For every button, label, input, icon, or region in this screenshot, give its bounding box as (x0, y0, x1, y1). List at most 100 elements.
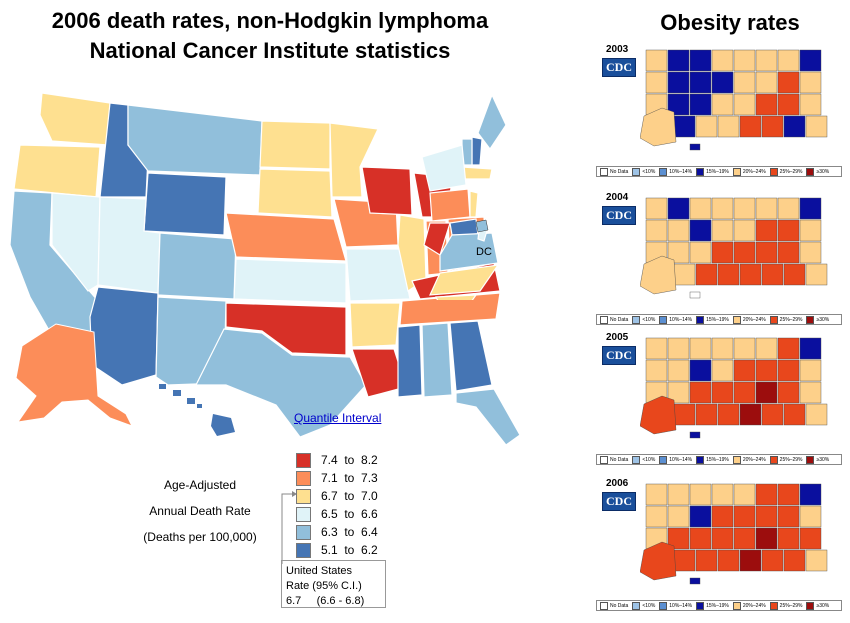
obesity-legend-swatch (769, 315, 778, 324)
obesity-state-cell (673, 115, 696, 138)
legend-label: 6.5 to 6.6 (321, 507, 378, 521)
obesity-legend-swatch (769, 455, 778, 464)
state-texas (195, 328, 367, 438)
obesity-state-cell (645, 71, 668, 94)
obesity-state-cell (667, 71, 690, 94)
obesity-legend-label: 10%–14% (669, 168, 693, 175)
obesity-panel-2006: 2006 CDC No Data <10% 10%–14% 15%–19% 20%–24% 2… (596, 476, 842, 612)
obesity-legend-label: <10% (642, 168, 656, 175)
obesity-legend-label: ≥30% (816, 168, 830, 175)
obesity-state-cell (777, 337, 800, 360)
obesity-state-cell (755, 241, 778, 264)
obesity-state-cell (733, 241, 756, 264)
obesity-legend-swatch (659, 315, 668, 324)
legend-row: 6.7 to 7.0 (296, 488, 378, 504)
obesity-panel-year: 2004 (606, 192, 629, 203)
obesity-state-cell (733, 483, 756, 506)
obesity-state-cell (805, 403, 828, 426)
obesity-legend-label: 10%–14% (669, 456, 693, 463)
obesity-state-cell (667, 93, 690, 116)
state-north-carolina (429, 264, 500, 296)
obesity-state-cell (799, 505, 822, 528)
obesity-legend-item: 25%–29% (769, 167, 802, 176)
obesity-legend: No Data <10% 10%–14% 15%–19% 20%–24% 25%–29% ≥… (596, 600, 842, 611)
obesity-state-cell (667, 527, 690, 550)
obesity-alaska (640, 255, 677, 295)
obesity-map-2006 (640, 483, 828, 585)
obesity-state-cell (645, 49, 668, 72)
obesity-state-cell (755, 337, 778, 360)
obesity-legend-label: <10% (642, 316, 656, 323)
obesity-state-cell (733, 505, 756, 528)
legend-row: 7.1 to 7.3 (296, 470, 378, 486)
obesity-legend-swatch (732, 315, 741, 324)
obesity-panel-year: 2003 (606, 44, 629, 55)
state-alabama (421, 322, 453, 398)
obesity-state-cell (733, 381, 756, 404)
obesity-panel-2005: 2005 CDC No Data <10% 10%–14% 15%–19% 20%–24% 2… (596, 330, 842, 466)
obesity-state-cell (755, 483, 778, 506)
obesity-state-cell (667, 337, 690, 360)
legend-swatch (296, 452, 311, 468)
obesity-legend: No Data <10% 10%–14% 15%–19% 20%–24% 25%–29% ≥… (596, 314, 842, 325)
obesity-state-cell (761, 549, 784, 572)
obesity-state-cell (711, 527, 734, 550)
obesity-state-cell (733, 219, 756, 242)
obesity-state-cell (755, 197, 778, 220)
obesity-legend-label: 15%–19% (706, 602, 729, 609)
obesity-state-cell (645, 219, 668, 242)
obesity-legend-label: No Data (610, 316, 629, 323)
obesity-state-cell (645, 483, 668, 506)
obesity-state-cell (717, 403, 740, 426)
obesity-state-cell (645, 197, 668, 220)
obesity-legend-swatch (659, 167, 668, 176)
state-mississippi (397, 324, 423, 398)
obesity-legend-item: <10% (632, 167, 656, 176)
obesity-alaska (640, 541, 677, 581)
obesity-alaska (640, 107, 677, 147)
obesity-state-cell (739, 263, 762, 286)
obesity-state-cell (711, 93, 734, 116)
obesity-state-cell (799, 359, 822, 382)
obesity-state-cell (777, 241, 800, 264)
state-pennsylvania (429, 188, 471, 222)
obesity-legend-item: No Data (600, 601, 628, 610)
state-massachusetts (461, 166, 493, 180)
legend-row: 5.1 to 6.2 (296, 542, 378, 558)
obesity-legend-item: ≥30% (806, 455, 829, 464)
obesity-state-cell (733, 93, 756, 116)
obesity-legend-swatch (732, 167, 741, 176)
cdc-logo: CDC (602, 492, 636, 511)
obesity-state-cell (739, 115, 762, 138)
obesity-legend-label: 20%–24% (742, 602, 766, 609)
obesity-legend-swatch (732, 601, 741, 610)
obesity-state-cell (667, 381, 690, 404)
obesity-alaska (640, 395, 677, 435)
obesity-legend-item: 20%–24% (732, 315, 766, 324)
obesity-legend-item: 20%–24% (732, 167, 766, 176)
obesity-legend-label: 15%–19% (706, 456, 729, 463)
obesity-state-cell (711, 49, 734, 72)
state-new-hampshire (471, 136, 483, 166)
obesity-state-cell (717, 549, 740, 572)
obesity-state-cell (711, 381, 734, 404)
state-maine (477, 95, 507, 151)
obesity-state-cell (733, 359, 756, 382)
obesity-state-cell (799, 49, 822, 72)
obesity-title: Obesity rates (660, 10, 800, 35)
obesity-legend-item: 10%–14% (659, 455, 693, 464)
state-oregon (13, 144, 101, 198)
obesity-legend-item: ≥30% (806, 601, 829, 610)
obesity-legend-item: No Data (600, 455, 628, 464)
obesity-state-cell (799, 197, 822, 220)
obesity-legend-swatch (600, 315, 608, 324)
obesity-state-cell (805, 549, 828, 572)
obesity-hawaii (689, 143, 701, 151)
obesity-legend-swatch (806, 315, 815, 324)
obesity-legend-item: <10% (632, 455, 655, 464)
quantile-interval-link[interactable]: Quantile Interval (294, 411, 382, 425)
dc-label: DC (476, 246, 492, 258)
obesity-state-cell (667, 241, 690, 264)
obesity-state-cell (711, 359, 734, 382)
obesity-map-2003 (640, 49, 828, 151)
